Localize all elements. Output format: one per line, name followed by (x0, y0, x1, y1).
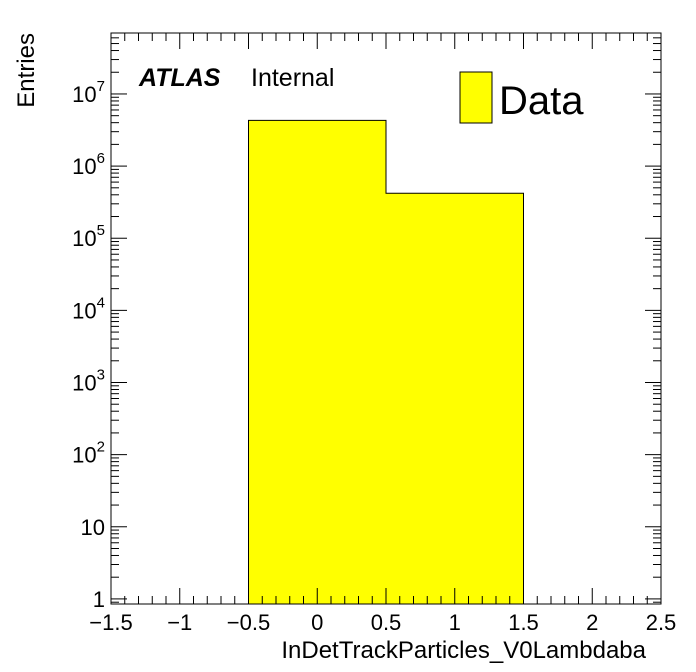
y-tick-label: 104 (72, 294, 105, 323)
y-tick-label: 103 (72, 367, 105, 396)
x-tick-labels: −1.5 −1 −0.5 0 0.5 1 1.5 2 2.5 (89, 610, 676, 635)
y-tick-label: 1 (93, 587, 105, 612)
y-axis-title: Entries (13, 33, 40, 108)
histogram-bars (248, 119, 524, 605)
x-tick-label: −0.5 (227, 610, 270, 635)
y-tick-label: 106 (72, 150, 105, 179)
legend-entry-data: Data (499, 79, 584, 123)
x-tick-label: 1.5 (508, 610, 539, 635)
internal-label: Internal (251, 64, 334, 92)
x-tick-label: −1.5 (89, 610, 132, 635)
y-tick-label: 10 (81, 515, 105, 540)
x-tick-label: 1 (449, 610, 461, 635)
atlas-label: ATLAS (138, 64, 221, 92)
y-tick-label: 105 (72, 222, 105, 251)
axis-ticks (110, 32, 662, 604)
y-tick-labels: 1 10 102 103 104 105 106 107 (72, 78, 105, 612)
y-tick-label: 107 (72, 78, 105, 107)
legend: Data (459, 71, 584, 124)
y-tick-label: 102 (72, 439, 105, 468)
x-tick-label: 2.5 (646, 610, 677, 635)
x-axis-title: InDetTrackParticles_V0Lambdaba (281, 637, 646, 664)
histogram-outline (248, 119, 524, 604)
x-tick-label: −1 (167, 610, 192, 635)
x-tick-label: 0.5 (371, 610, 402, 635)
plot-frame (110, 32, 662, 605)
x-tick-label: 0 (311, 610, 323, 635)
x-tick-label: 2 (586, 610, 598, 635)
histogram-bar (386, 193, 524, 605)
legend-swatch-data (459, 71, 493, 124)
histogram-bar (248, 120, 386, 605)
